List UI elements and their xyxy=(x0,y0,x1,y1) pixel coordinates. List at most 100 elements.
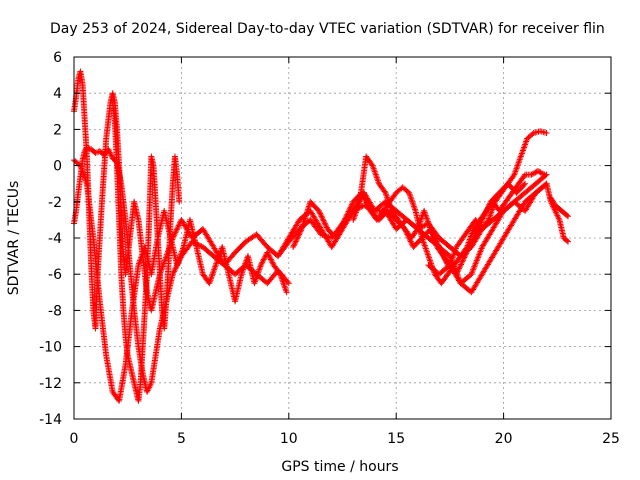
x-tick-label: 15 xyxy=(387,431,405,447)
data-point xyxy=(296,231,303,238)
data-point xyxy=(298,227,305,234)
data-point xyxy=(175,222,182,229)
data-point xyxy=(258,260,265,267)
data-point xyxy=(459,257,466,264)
data-point xyxy=(290,244,297,251)
data-point xyxy=(321,218,328,225)
data-point xyxy=(92,149,99,156)
data-point xyxy=(266,253,273,260)
data-point xyxy=(294,234,301,241)
data-point xyxy=(323,223,330,230)
data-point xyxy=(340,219,347,226)
data-point xyxy=(267,255,274,262)
data-point xyxy=(171,268,178,275)
data-point xyxy=(171,267,178,274)
data-point xyxy=(368,161,375,168)
data-point xyxy=(297,228,304,235)
data-point xyxy=(295,232,302,239)
y-tick-label: 0 xyxy=(53,159,62,175)
data-point xyxy=(345,208,352,215)
data-point xyxy=(340,218,347,225)
data-point xyxy=(457,262,464,269)
data-point xyxy=(455,267,462,274)
data-point xyxy=(318,213,325,220)
data-point xyxy=(293,237,300,244)
data-point xyxy=(339,221,346,228)
data-point xyxy=(335,229,342,236)
y-tick-label: 6 xyxy=(53,50,62,66)
data-point xyxy=(335,230,342,237)
data-point xyxy=(276,269,283,276)
y-tick-label: 2 xyxy=(53,122,62,138)
data-point xyxy=(265,252,272,259)
data-point xyxy=(260,256,267,263)
data-point xyxy=(321,220,328,227)
data-point xyxy=(339,222,346,229)
y-tick-label: -4 xyxy=(48,231,62,247)
data-point xyxy=(175,223,182,230)
data-point xyxy=(291,241,298,248)
x-tick-label: 10 xyxy=(280,431,298,447)
data-point xyxy=(173,228,180,235)
data-point xyxy=(459,258,466,265)
data-point xyxy=(261,255,268,262)
data-point xyxy=(342,215,349,222)
data-point xyxy=(268,257,275,264)
data-point xyxy=(333,233,340,240)
data-point xyxy=(176,198,183,205)
data-point xyxy=(346,207,353,214)
data-point xyxy=(338,223,345,230)
data-point xyxy=(322,221,329,228)
data-point xyxy=(173,226,180,233)
data-point xyxy=(344,209,351,216)
data-point xyxy=(346,205,353,212)
data-point xyxy=(265,250,272,257)
data-point xyxy=(172,229,179,236)
data-point xyxy=(337,226,344,233)
data-point xyxy=(341,216,348,223)
series-track-c xyxy=(71,157,290,404)
y-tick-label: 4 xyxy=(53,86,62,102)
data-point xyxy=(522,180,529,187)
data-point xyxy=(315,207,322,214)
y-axis-label: SDTVAR / TECUs xyxy=(6,181,22,296)
data-point xyxy=(264,249,271,256)
data-point xyxy=(316,209,323,216)
data-marks xyxy=(71,68,572,404)
data-point xyxy=(473,228,480,235)
data-point xyxy=(170,269,177,276)
data-point xyxy=(290,242,297,249)
data-point xyxy=(347,204,354,211)
data-point xyxy=(319,214,326,221)
data-point xyxy=(456,264,463,271)
y-tick-label: -6 xyxy=(48,267,62,283)
data-point xyxy=(257,262,264,269)
series-track-d xyxy=(109,99,183,404)
x-tick-label: 0 xyxy=(70,431,79,447)
x-tick-label: 25 xyxy=(602,431,620,447)
data-point xyxy=(172,265,179,272)
data-point xyxy=(269,259,276,266)
data-point xyxy=(348,202,355,209)
data-point xyxy=(455,265,462,272)
data-point xyxy=(421,222,428,229)
data-point xyxy=(348,201,355,208)
data-point xyxy=(336,228,343,235)
data-point xyxy=(344,211,351,218)
data-point xyxy=(294,235,301,242)
data-point xyxy=(317,212,324,219)
y-tick-label: -8 xyxy=(48,303,62,319)
data-point xyxy=(259,259,266,266)
series-track-b xyxy=(71,68,292,332)
data-point xyxy=(285,280,292,287)
data-point xyxy=(474,226,481,233)
data-point xyxy=(174,225,181,232)
data-point xyxy=(171,230,178,237)
data-point xyxy=(283,289,290,296)
data-point xyxy=(296,230,303,237)
data-point xyxy=(292,239,299,246)
data-point xyxy=(342,214,349,221)
data-point xyxy=(381,188,388,195)
y-tick-label: -12 xyxy=(39,376,62,392)
